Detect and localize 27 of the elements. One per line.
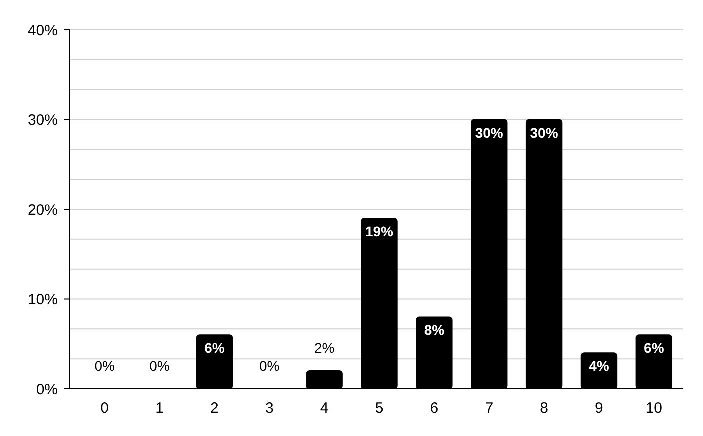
data-label: 30% <box>475 124 504 141</box>
data-label: 6% <box>204 340 226 356</box>
x-tick-label: 10 <box>646 400 663 417</box>
data-label: 2% <box>314 340 335 356</box>
x-tick-label: 5 <box>375 400 384 417</box>
x-tick-label: 2 <box>210 400 219 417</box>
y-tick-label: 0% <box>36 381 58 398</box>
x-tick-label: 8 <box>540 400 548 417</box>
y-tick-label: 30% <box>28 112 58 129</box>
y-tick-label: 40% <box>28 22 58 40</box>
data-label: 0% <box>150 358 170 374</box>
data-label: 30% <box>530 124 559 141</box>
data-label: 8% <box>424 322 446 338</box>
data-label: 0% <box>260 358 280 374</box>
x-tick-label: 3 <box>265 400 274 417</box>
y-tick-label: 10% <box>28 292 58 308</box>
data-label: 4% <box>589 358 610 374</box>
x-tick-label: 7 <box>485 400 494 417</box>
x-tick-label: 0 <box>100 400 110 417</box>
x-tick-label: 9 <box>595 400 604 417</box>
data-label: 6% <box>644 340 665 356</box>
data-label: 19% <box>365 223 394 240</box>
x-tick-label: 1 <box>156 400 164 417</box>
x-tick-label: 6 <box>430 400 439 417</box>
y-tick-label: 20% <box>28 202 58 219</box>
x-tick-label: 4 <box>320 400 329 417</box>
data-label: 0% <box>94 358 115 374</box>
